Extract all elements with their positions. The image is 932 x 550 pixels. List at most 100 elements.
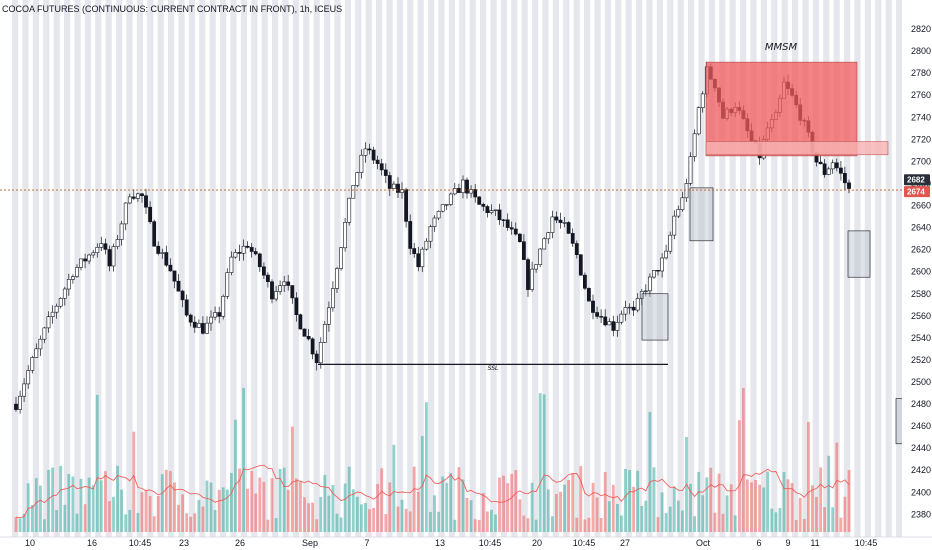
- right-gray-box-upper[interactable]: [847, 230, 871, 278]
- candle[interactable]: [261, 262, 266, 279]
- candle[interactable]: [217, 306, 222, 324]
- candle[interactable]: [172, 270, 177, 289]
- candle[interactable]: [127, 193, 132, 205]
- candle[interactable]: [688, 152, 693, 186]
- candle[interactable]: [144, 188, 148, 214]
- candle[interactable]: [652, 269, 656, 279]
- candle[interactable]: [591, 294, 595, 320]
- candle[interactable]: [408, 214, 413, 255]
- candle[interactable]: [517, 232, 522, 243]
- candle[interactable]: [50, 305, 55, 324]
- candle[interactable]: [160, 248, 165, 259]
- candle[interactable]: [412, 243, 417, 258]
- candle[interactable]: [684, 178, 689, 202]
- candle[interactable]: [660, 253, 665, 278]
- candle[interactable]: [838, 161, 843, 181]
- candle[interactable]: [599, 309, 604, 323]
- candle[interactable]: [452, 183, 457, 196]
- candle[interactable]: [95, 243, 100, 258]
- candle[interactable]: [461, 175, 465, 199]
- candle[interactable]: [164, 245, 169, 267]
- candle[interactable]: [152, 219, 157, 247]
- candle[interactable]: [607, 318, 612, 326]
- candle[interactable]: [62, 286, 67, 306]
- candle[interactable]: [343, 218, 348, 252]
- candle[interactable]: [83, 253, 88, 269]
- candle[interactable]: [335, 266, 339, 293]
- candle[interactable]: [75, 264, 79, 278]
- candle[interactable]: [680, 191, 685, 212]
- candle[interactable]: [123, 202, 128, 231]
- candle[interactable]: [416, 246, 421, 272]
- candle[interactable]: [270, 279, 274, 304]
- candle[interactable]: [188, 313, 193, 327]
- candle[interactable]: [383, 163, 388, 184]
- candle[interactable]: [148, 201, 153, 224]
- candle[interactable]: [318, 337, 323, 369]
- candle[interactable]: [562, 217, 567, 228]
- candle[interactable]: [229, 251, 234, 276]
- candle[interactable]: [538, 247, 543, 268]
- candle[interactable]: [359, 149, 364, 179]
- candle[interactable]: [192, 316, 197, 333]
- candle[interactable]: [241, 239, 246, 261]
- candle[interactable]: [119, 220, 124, 246]
- candle[interactable]: [115, 235, 120, 250]
- candle[interactable]: [444, 204, 449, 211]
- candle[interactable]: [534, 264, 539, 273]
- candle[interactable]: [71, 274, 75, 284]
- candle[interactable]: [481, 202, 486, 211]
- candle[interactable]: [530, 261, 535, 292]
- candle[interactable]: [322, 321, 327, 343]
- candle[interactable]: [66, 273, 71, 296]
- candle[interactable]: [623, 300, 628, 321]
- candle[interactable]: [34, 343, 39, 358]
- candle[interactable]: [574, 240, 579, 259]
- candle[interactable]: [696, 106, 701, 136]
- candle[interactable]: [554, 211, 559, 224]
- candle[interactable]: [339, 247, 344, 271]
- candle[interactable]: [180, 289, 185, 308]
- candle[interactable]: [282, 275, 287, 292]
- candle[interactable]: [469, 185, 474, 198]
- candle[interactable]: [379, 158, 384, 176]
- candle[interactable]: [26, 365, 31, 389]
- candle[interactable]: [830, 159, 835, 174]
- candle[interactable]: [253, 247, 258, 256]
- candle[interactable]: [99, 236, 104, 251]
- candle[interactable]: [570, 228, 575, 247]
- candle[interactable]: [213, 306, 218, 321]
- candle[interactable]: [168, 258, 173, 272]
- candle[interactable]: [842, 166, 847, 191]
- candle[interactable]: [314, 350, 319, 371]
- candle[interactable]: [611, 315, 616, 337]
- candle[interactable]: [847, 179, 851, 194]
- candle[interactable]: [595, 306, 600, 319]
- candle[interactable]: [286, 274, 291, 291]
- candle[interactable]: [501, 219, 506, 227]
- candle[interactable]: [245, 241, 250, 249]
- candle[interactable]: [265, 272, 270, 288]
- candle[interactable]: [294, 292, 299, 322]
- candle[interactable]: [156, 241, 161, 256]
- candle[interactable]: [107, 245, 112, 272]
- candle[interactable]: [436, 210, 441, 221]
- candle[interactable]: [586, 287, 591, 302]
- candle[interactable]: [42, 326, 47, 344]
- candle[interactable]: [131, 189, 136, 201]
- candle[interactable]: [627, 303, 632, 315]
- candle[interactable]: [643, 284, 648, 297]
- candle[interactable]: [489, 204, 494, 215]
- candle[interactable]: [302, 328, 307, 337]
- candle[interactable]: [664, 244, 669, 260]
- candle[interactable]: [46, 311, 51, 333]
- candle[interactable]: [91, 249, 96, 259]
- candle[interactable]: [375, 155, 380, 170]
- candle[interactable]: [38, 335, 43, 356]
- candle[interactable]: [103, 238, 108, 255]
- candle[interactable]: [631, 300, 636, 316]
- candle[interactable]: [387, 171, 392, 196]
- candle[interactable]: [566, 221, 571, 234]
- consolidation-box-left[interactable]: [641, 293, 669, 341]
